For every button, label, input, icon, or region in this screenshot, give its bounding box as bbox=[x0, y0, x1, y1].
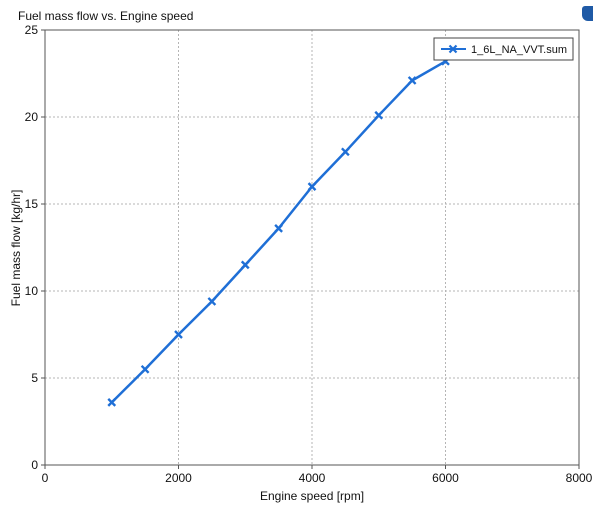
series-line bbox=[110, 60, 447, 404]
data-point-marker bbox=[174, 330, 183, 339]
data-point-marker bbox=[207, 297, 217, 306]
data-point-marker bbox=[307, 182, 317, 191]
legend-box bbox=[433, 37, 574, 61]
y-axis-label: Fuel mass flow [kg/hr] bbox=[9, 190, 23, 307]
legend-label: 1_6L_NA_VVT.sum bbox=[471, 44, 567, 56]
data-point-marker bbox=[240, 260, 250, 270]
data-point-marker bbox=[341, 147, 350, 157]
gridlines bbox=[45, 30, 579, 465]
y-axis-ticks: 0 5 10 15 20 25 bbox=[25, 23, 45, 472]
x-axis-label: Engine speed [rpm] bbox=[260, 489, 364, 503]
y-tick-label: 25 bbox=[25, 23, 39, 37]
series-group bbox=[107, 56, 450, 407]
data-point-marker bbox=[274, 224, 283, 233]
x-tick-label: 6000 bbox=[432, 471, 459, 485]
x-tick-label: 2000 bbox=[165, 471, 192, 485]
x-tick-label: 8000 bbox=[566, 471, 593, 485]
x-tick-label: 4000 bbox=[299, 471, 326, 485]
data-point-marker bbox=[407, 76, 417, 85]
data-point-marker bbox=[107, 398, 117, 407]
x-axis-ticks: 0 2000 4000 6000 8000 bbox=[42, 465, 593, 485]
data-point-marker bbox=[374, 110, 384, 120]
data-point-marker bbox=[140, 364, 150, 374]
y-tick-label: 10 bbox=[25, 284, 39, 298]
y-tick-label: 5 bbox=[31, 371, 38, 385]
legend-marker-x-icon bbox=[448, 44, 458, 54]
app-corner-icon[interactable] bbox=[582, 6, 593, 21]
y-tick-label: 0 bbox=[31, 458, 38, 472]
chart-title: Fuel mass flow vs. Engine speed bbox=[18, 9, 193, 23]
legend[interactable]: 1_6L_NA_VVT.sum bbox=[433, 37, 574, 61]
y-tick-label: 20 bbox=[25, 110, 39, 124]
x-tick-label: 0 bbox=[42, 471, 49, 485]
y-tick-label: 15 bbox=[25, 197, 39, 211]
